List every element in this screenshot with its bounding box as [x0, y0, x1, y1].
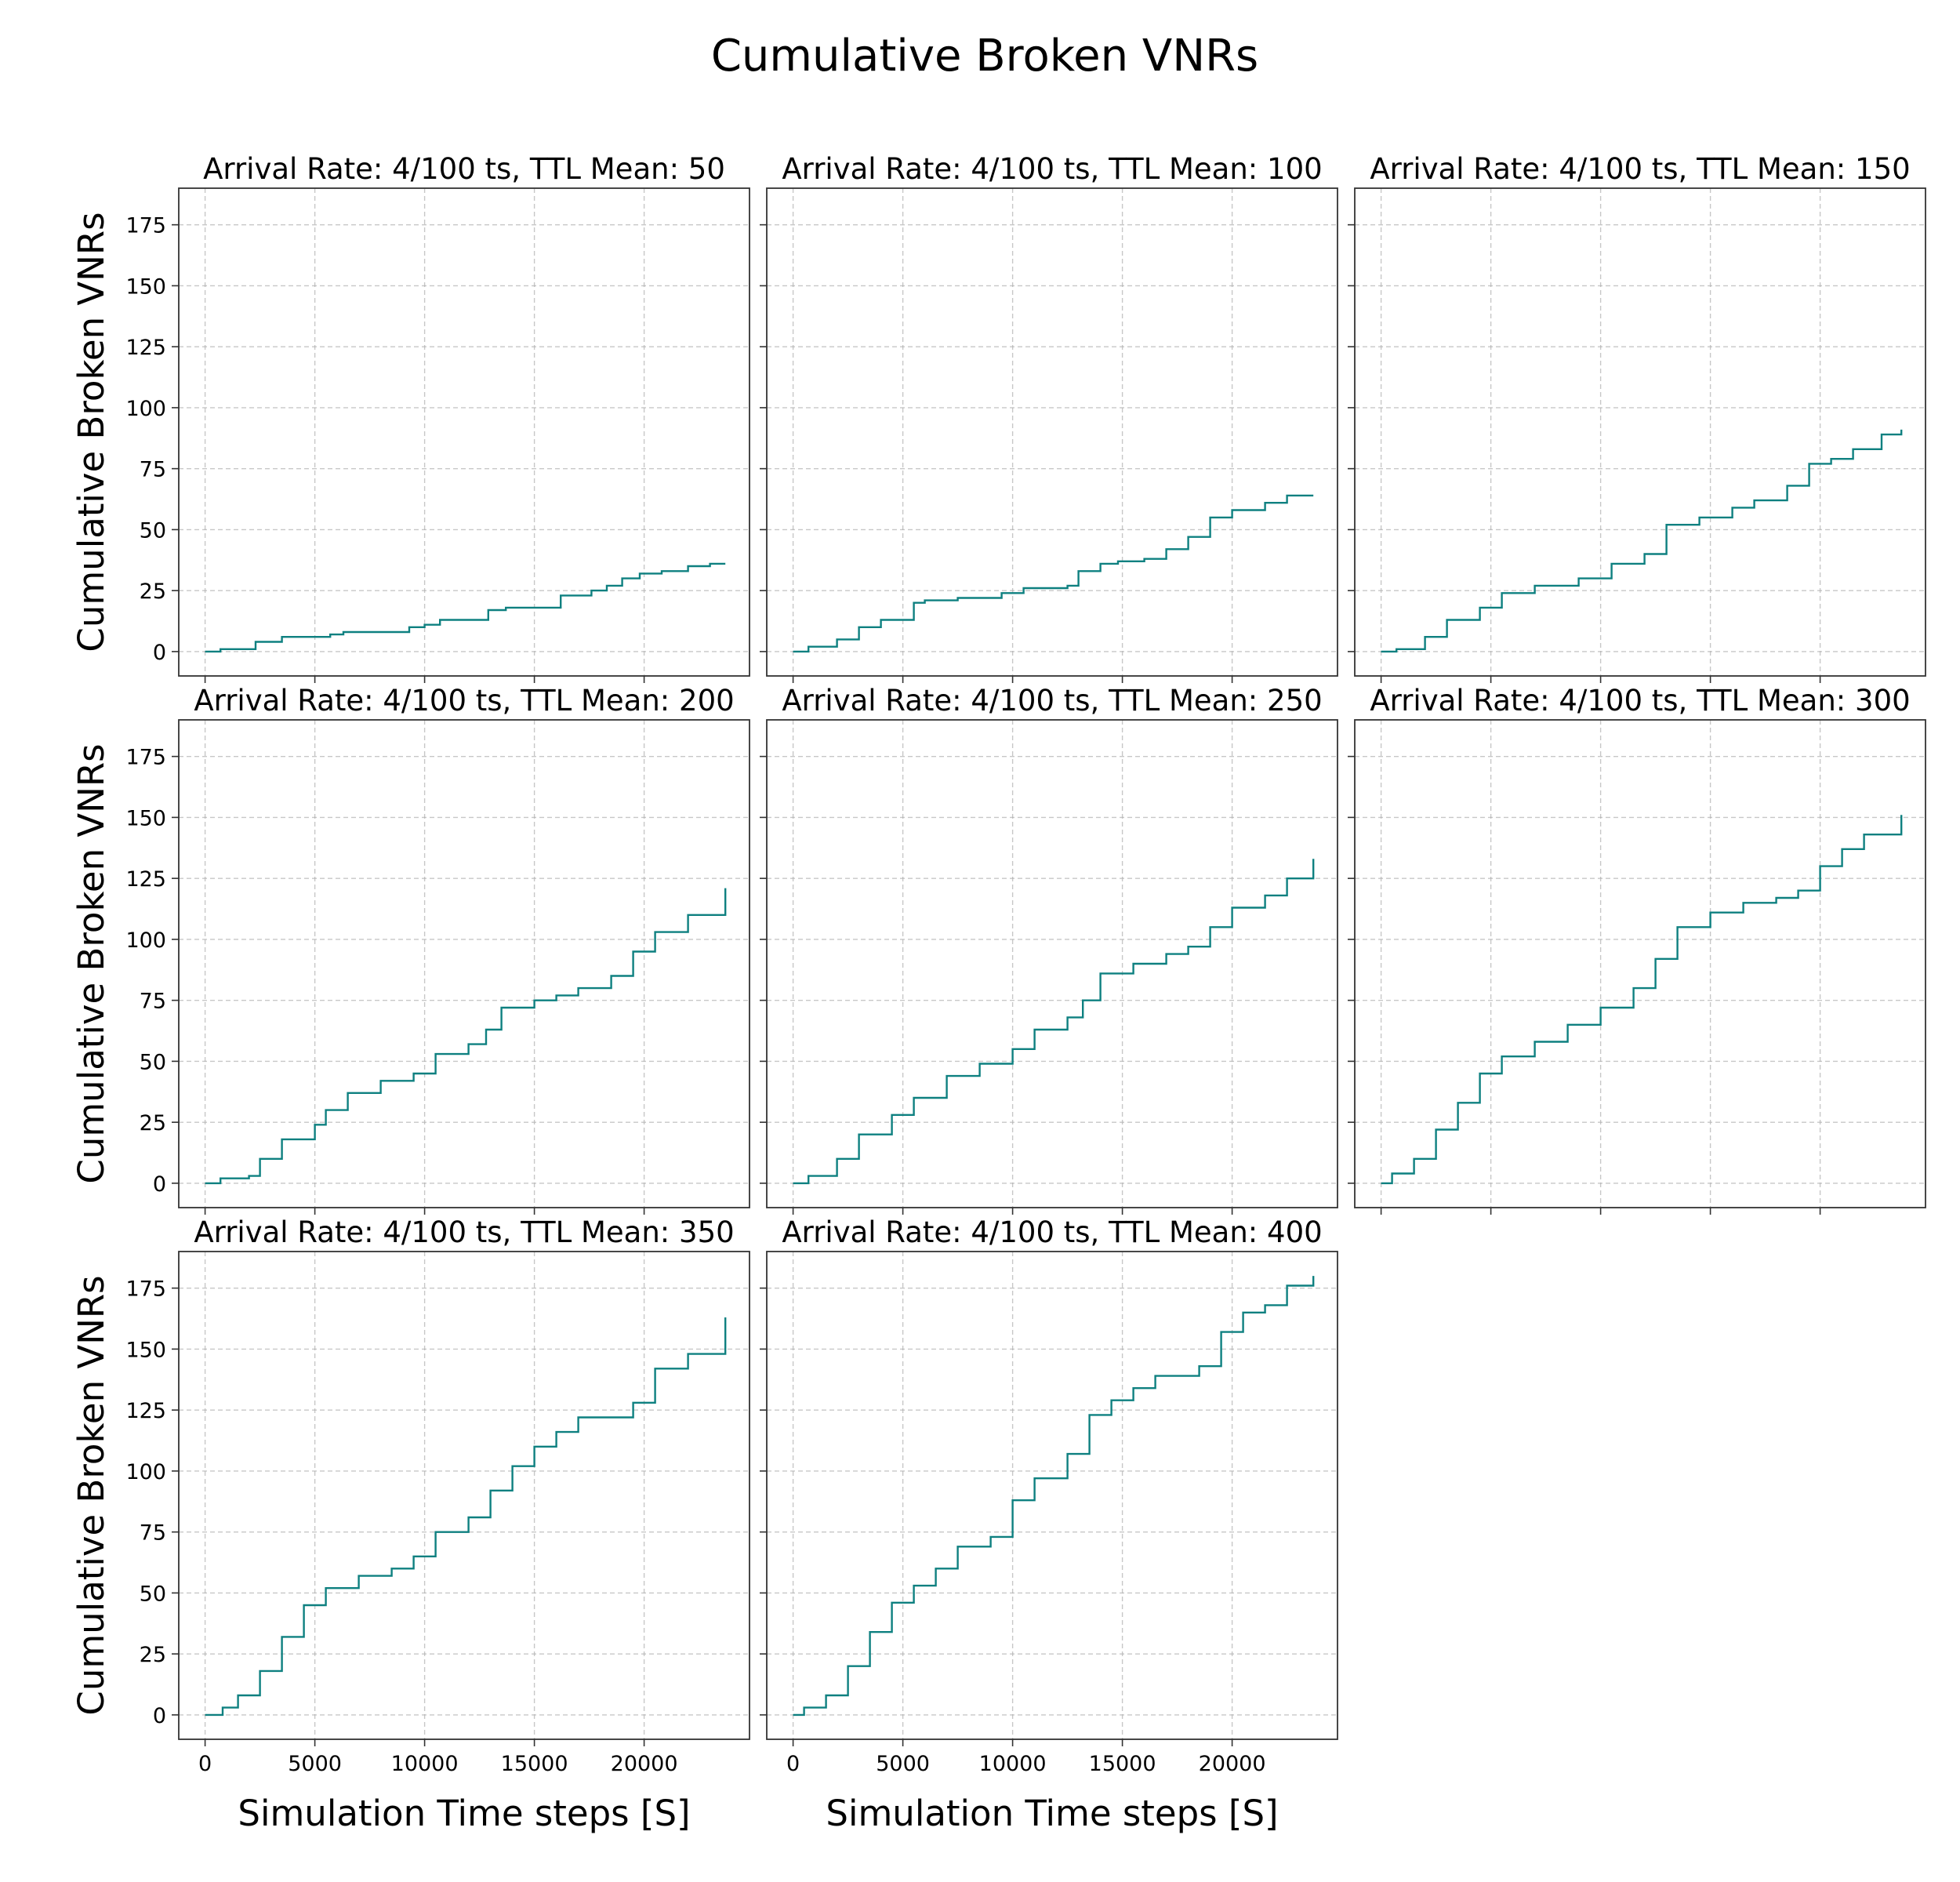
subplot-1: 0 25 50 75 100 125 150 175 Arrival Rate: 4/100 t… [71, 152, 750, 683]
y-tick-label: 25 [140, 579, 166, 604]
x-tick-label: 20000 [1199, 1752, 1266, 1776]
y-tick-label: 150 [125, 806, 166, 830]
x-tick-label: 0 [786, 1752, 800, 1776]
y-tick-label: 75 [140, 990, 166, 1014]
x-tick-label: 5000 [288, 1752, 342, 1776]
y-tick-label: 150 [125, 274, 166, 299]
x-tick-label: 0 [198, 1752, 212, 1776]
subplot-title: Arrival Rate: 4/100 ts, TTL Mean: 200 [194, 684, 734, 718]
y-tick-label: 100 [125, 397, 166, 421]
axes-frame [178, 1251, 750, 1740]
y-axis-label: Cumulative Broken VNRs [71, 743, 112, 1183]
subplot-title: Arrival Rate: 4/100 ts, TTL Mean: 50 [203, 152, 725, 186]
y-tick-label: 0 [153, 1172, 166, 1197]
y-tick-label: 50 [140, 518, 166, 543]
y-tick-label: 50 [140, 1582, 166, 1606]
y-tick-label: 0 [153, 1704, 166, 1728]
axes-frame [1354, 187, 1926, 677]
y-tick-label: 125 [125, 336, 166, 360]
subplot-8: 0 5000 10000 15000 20000 Arrival Rate: 4/100 … [760, 1215, 1338, 1834]
y-tick-label: 100 [125, 1460, 166, 1484]
subplot-title: Arrival Rate: 4/100 ts, TTL Mean: 350 [194, 1215, 734, 1249]
axes-frame [766, 187, 1338, 677]
x-axis-label: Simulation Time steps [S] [238, 1793, 690, 1834]
series-line [205, 562, 726, 653]
y-tick-label: 175 [125, 214, 166, 238]
axes-frame [178, 187, 750, 677]
y-tick-label: 0 [153, 641, 166, 665]
series-line [205, 1317, 727, 1717]
subplot-title: Arrival Rate: 4/100 ts, TTL Mean: 300 [1370, 684, 1910, 718]
subplot-5: Arrival Rate: 4/100 ts, TTL Mean: 250 [760, 684, 1338, 1215]
axes-frame [766, 719, 1338, 1208]
axes-frame [766, 1251, 1338, 1740]
series-line [793, 859, 1315, 1185]
y-axis-label: Cumulative Broken VNRs [71, 1275, 112, 1715]
y-tick-label: 175 [125, 746, 166, 770]
subplot-grid: 0 25 50 75 100 125 150 175 Arrival Rate: 4/100 t… [71, 152, 1926, 1834]
y-tick-label: 50 [140, 1050, 166, 1074]
y-tick-label: 125 [125, 1399, 166, 1423]
y-axis-label: Cumulative Broken VNRs [71, 212, 112, 652]
y-tick-label: 25 [140, 1111, 166, 1135]
y-tick-label: 25 [140, 1643, 166, 1667]
x-axis-label: Simulation Time steps [S] [826, 1793, 1278, 1834]
axes-frame [1354, 719, 1926, 1208]
axes-frame [178, 719, 750, 1208]
x-tick-label: 5000 [876, 1752, 930, 1776]
subplot-title: Arrival Rate: 4/100 ts, TTL Mean: 150 [1370, 152, 1910, 186]
y-tick-label: 175 [125, 1277, 166, 1302]
subplot-6: Arrival Rate: 4/100 ts, TTL Mean: 300 [1348, 684, 1926, 1215]
series-line [1381, 815, 1903, 1185]
series-line [793, 1276, 1315, 1717]
x-tick-label: 10000 [391, 1752, 459, 1776]
subplot-4: 0 25 50 75 100 125 150 175 Arrival Rate: 4/100 t… [71, 684, 750, 1215]
x-tick-label: 10000 [979, 1752, 1047, 1776]
y-tick-label: 150 [125, 1338, 166, 1362]
series-line [1381, 429, 1903, 653]
subplot-7: 0 5000 10000 15000 20000 0 25 50 75 100 125 150 175 A… [71, 1215, 750, 1834]
y-tick-label: 125 [125, 867, 166, 892]
subplot-2: Arrival Rate: 4/100 ts, TTL Mean: 100 [760, 152, 1338, 683]
y-tick-label: 75 [140, 1521, 166, 1546]
x-tick-label: 15000 [501, 1752, 568, 1776]
x-tick-label: 20000 [611, 1752, 678, 1776]
subplot-title: Arrival Rate: 4/100 ts, TTL Mean: 400 [782, 1215, 1322, 1249]
y-tick-label: 75 [140, 458, 166, 482]
subplot-title: Arrival Rate: 4/100 ts, TTL Mean: 100 [782, 152, 1322, 186]
subplot-title: Arrival Rate: 4/100 ts, TTL Mean: 250 [782, 684, 1322, 718]
subplot-3: Arrival Rate: 4/100 ts, TTL Mean: 150 [1348, 152, 1926, 683]
x-tick-label: 15000 [1089, 1752, 1156, 1776]
series-line [793, 494, 1314, 653]
figure-suptitle: Cumulative Broken VNRs [711, 31, 1258, 82]
series-line [205, 888, 727, 1185]
y-tick-label: 100 [125, 928, 166, 953]
